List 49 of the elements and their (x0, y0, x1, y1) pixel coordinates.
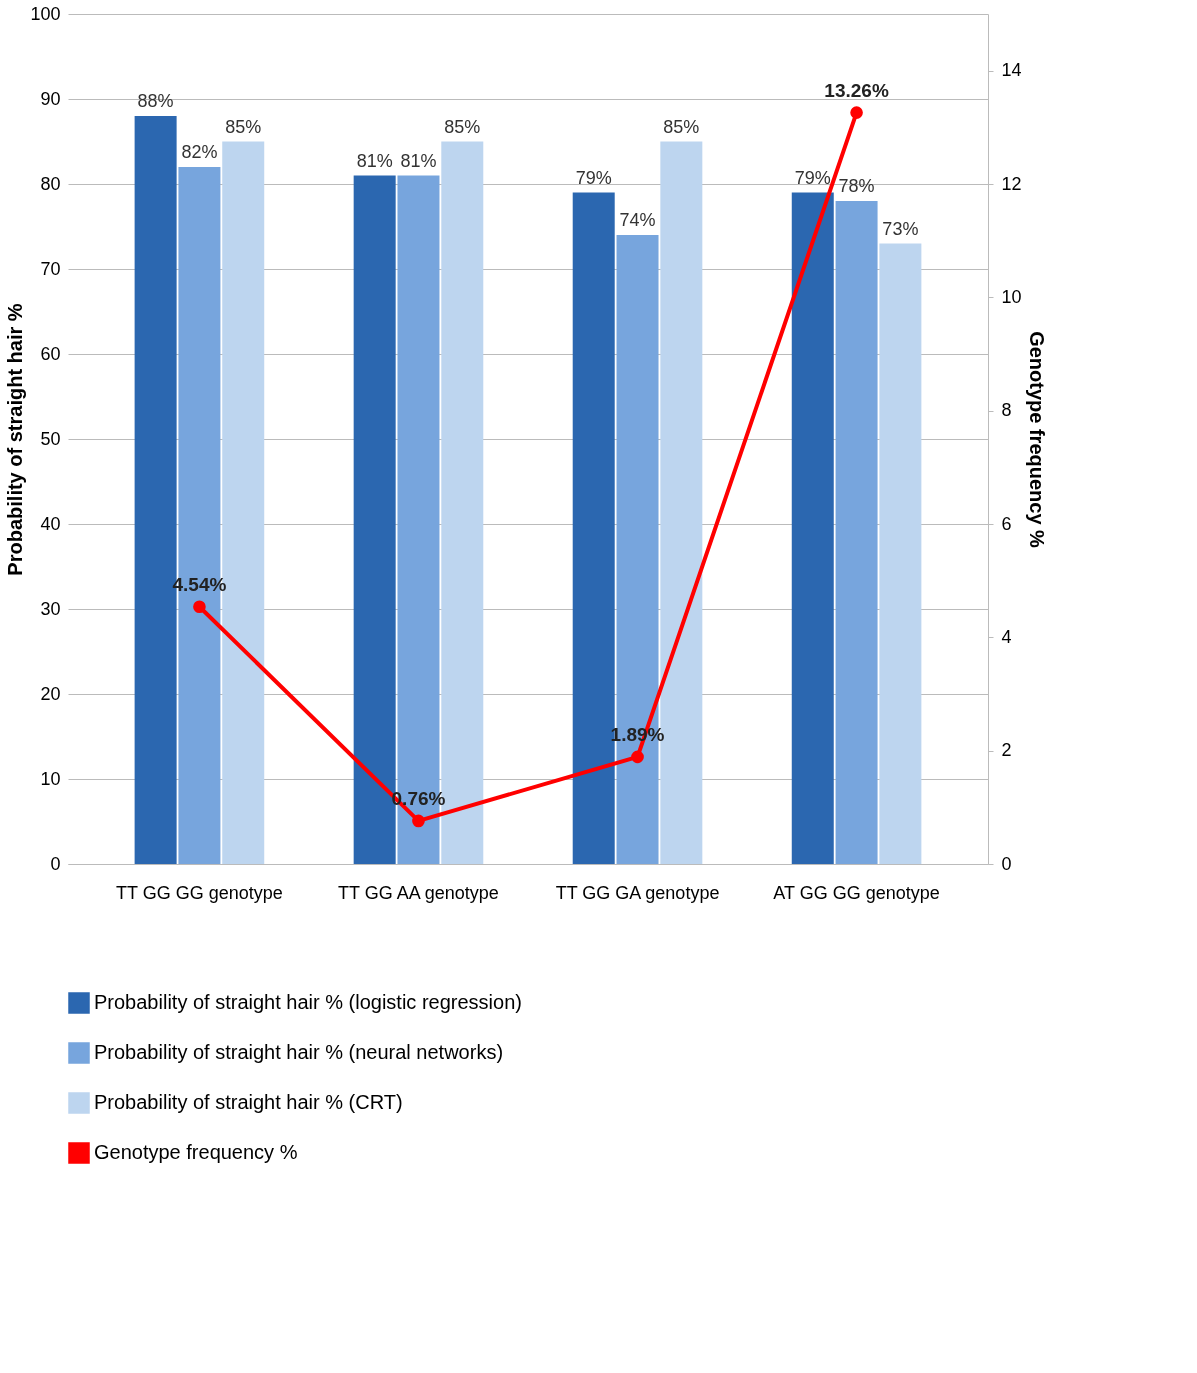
y-axis-title: Probability of straight hair % (4, 303, 27, 576)
y2-tick-label: 14 (1001, 60, 1022, 81)
y2-tick-label: 8 (1001, 400, 1012, 421)
x-tick-label: TT GG GG genotype (116, 882, 283, 903)
legend-label: Probability of straight hair % (logistic regression) (94, 991, 522, 1013)
y-tick-label: 100 (30, 3, 61, 24)
data-label: 73% (882, 218, 919, 239)
data-label: 85% (663, 116, 700, 137)
y-tick-label: 10 (40, 768, 61, 789)
y2-tick-label: 12 (1001, 173, 1022, 194)
data-label: 79% (794, 167, 831, 188)
y-tick-label: 40 (40, 513, 61, 534)
x-tick-label: TT GG AA genotype (338, 882, 499, 903)
y2-axis-title: Genotype frequency % (1025, 331, 1048, 549)
x-tick-label: AT GG GG genotype (773, 882, 940, 903)
legend-label: Genotype frequency % (94, 1141, 298, 1163)
point (631, 750, 644, 764)
x-tick-label: TT GG GA genotype (555, 882, 720, 903)
legend-label: Probability of straight hair % (neural networks) (94, 1041, 504, 1063)
data-label: 85% (225, 116, 262, 137)
y-tick-label: 50 (40, 428, 61, 449)
point (193, 600, 206, 614)
data-label: 78% (838, 176, 875, 196)
y2-tick-label: 6 (1001, 513, 1012, 534)
data-label: 81% (356, 150, 393, 171)
data-label: 79% (575, 167, 612, 188)
point (850, 106, 863, 119)
y2-tick-label: 2 (1001, 740, 1012, 761)
y-tick-label: 0 (50, 853, 61, 874)
y-tick-label: 80 (40, 173, 61, 194)
data-label: 85% (444, 116, 481, 137)
y-tick-label: 90 (40, 88, 61, 109)
y-tick-label: 70 (40, 258, 61, 279)
bar (879, 243, 922, 864)
data-label: 13.26% (824, 79, 889, 101)
y-tick-label: 30 (40, 598, 61, 619)
y2-tick-label: 0 (1001, 853, 1012, 874)
data-label: 81% (400, 150, 437, 171)
data-label: 74% (619, 210, 656, 230)
data-label: 82% (181, 142, 218, 162)
legend-label: Probability of straight hair % (CRT) (94, 1091, 403, 1113)
y2-tick-label: 10 (1001, 286, 1022, 307)
y-tick-label: 60 (40, 343, 61, 364)
point (412, 814, 425, 828)
y-tick-label: 20 (40, 683, 61, 704)
bar (791, 192, 834, 864)
y2-tick-label: 4 (1001, 626, 1012, 647)
bar (835, 201, 878, 864)
data-label: 88% (137, 91, 174, 111)
